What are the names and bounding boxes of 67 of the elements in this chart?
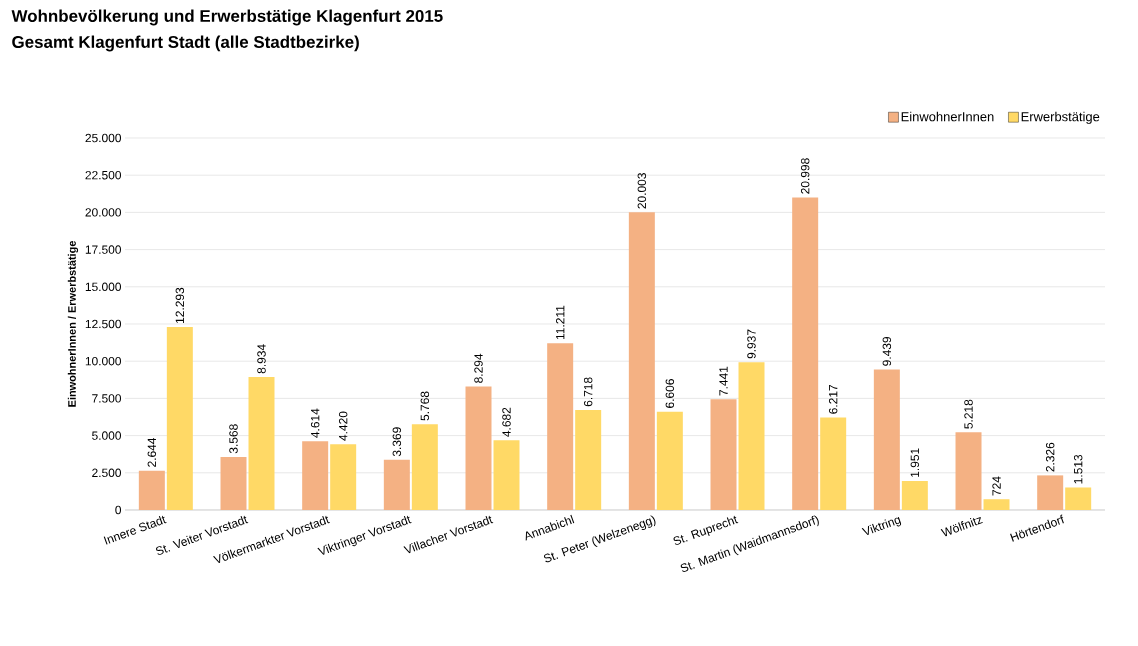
y-tick-label: 12.500: [85, 319, 122, 329]
y-axis-title: EinwohnerInnen / Erwerbstätige: [67, 240, 79, 407]
bar: [575, 410, 602, 510]
data-label: 2.326: [1045, 442, 1055, 472]
data-label: 1.951: [910, 448, 920, 477]
data-label: 724: [992, 476, 1001, 496]
bar: [220, 456, 247, 510]
bar: [873, 369, 900, 510]
data-label: 20.998: [800, 158, 810, 194]
data-label: 4.614: [310, 408, 320, 438]
bar: [710, 399, 737, 510]
bar: [166, 327, 193, 510]
y-tick-label: 0: [115, 505, 122, 515]
data-label: 5.768: [420, 391, 430, 421]
y-tick-label: 5.000: [92, 431, 122, 440]
data-label: 1.513: [1073, 454, 1083, 484]
bar: [493, 440, 520, 510]
bar: [820, 417, 847, 510]
y-tick-label: 7.500: [92, 394, 122, 403]
data-label: 20.003: [637, 173, 647, 209]
y-tick-label: 22.500: [85, 170, 122, 180]
bar: [411, 424, 438, 510]
y-tick-label: 25.000: [85, 133, 122, 143]
bar: [983, 499, 1010, 510]
bar: [248, 377, 275, 510]
bar: [955, 432, 982, 510]
bar: [792, 197, 819, 510]
bar: [738, 362, 765, 510]
y-tick-label: 17.500: [85, 245, 122, 254]
bar: [1037, 475, 1064, 510]
data-label: 3.568: [229, 424, 238, 454]
bar: [1065, 487, 1092, 510]
chart-subtitle: Gesamt Klagenfurt Stadt (alle Stadtbezirke): [12, 35, 359, 52]
legend-label: Erwerbstätige: [1021, 111, 1100, 124]
y-tick-label: 20.000: [85, 208, 122, 217]
chart-title: Wohnbevölkerung und Erwerbstätige Klagenfurt 2015: [11, 9, 443, 26]
bar: [465, 386, 492, 510]
data-label: 2.644: [147, 437, 157, 467]
data-label: 6.718: [583, 377, 593, 407]
legend-label: EinwohnerInnen: [901, 111, 994, 122]
data-label: 9.439: [882, 337, 892, 366]
y-tick-label: 15.000: [85, 282, 122, 292]
bar: [901, 480, 928, 510]
x-tick-label: Innere Stadt: [103, 515, 167, 545]
bar: [547, 343, 574, 510]
data-label: 6.217: [828, 384, 838, 414]
data-label: 12.293: [175, 287, 185, 323]
data-label: 6.606: [665, 379, 675, 408]
bar: [383, 459, 410, 510]
bar: [302, 441, 329, 510]
bar: [628, 212, 655, 510]
data-label: 4.682: [502, 407, 511, 437]
y-tick-label: 10.000: [85, 356, 122, 366]
data-label: 8.294: [474, 353, 483, 383]
data-label: 7.441: [719, 366, 728, 396]
data-label: 11.211: [556, 305, 565, 340]
data-label: 5.218: [964, 399, 973, 429]
bar: [330, 444, 357, 510]
data-label: 3.369: [392, 427, 402, 457]
data-label: 8.934: [257, 344, 266, 374]
data-label: 9.937: [747, 329, 756, 359]
x-tick-label: Wölfnitz: [940, 516, 983, 537]
data-label: 4.420: [338, 411, 348, 441]
x-tick-label: Viktring: [861, 516, 902, 536]
bar: [138, 470, 165, 510]
y-tick-label: 2.500: [92, 468, 122, 478]
bar: [656, 411, 683, 510]
